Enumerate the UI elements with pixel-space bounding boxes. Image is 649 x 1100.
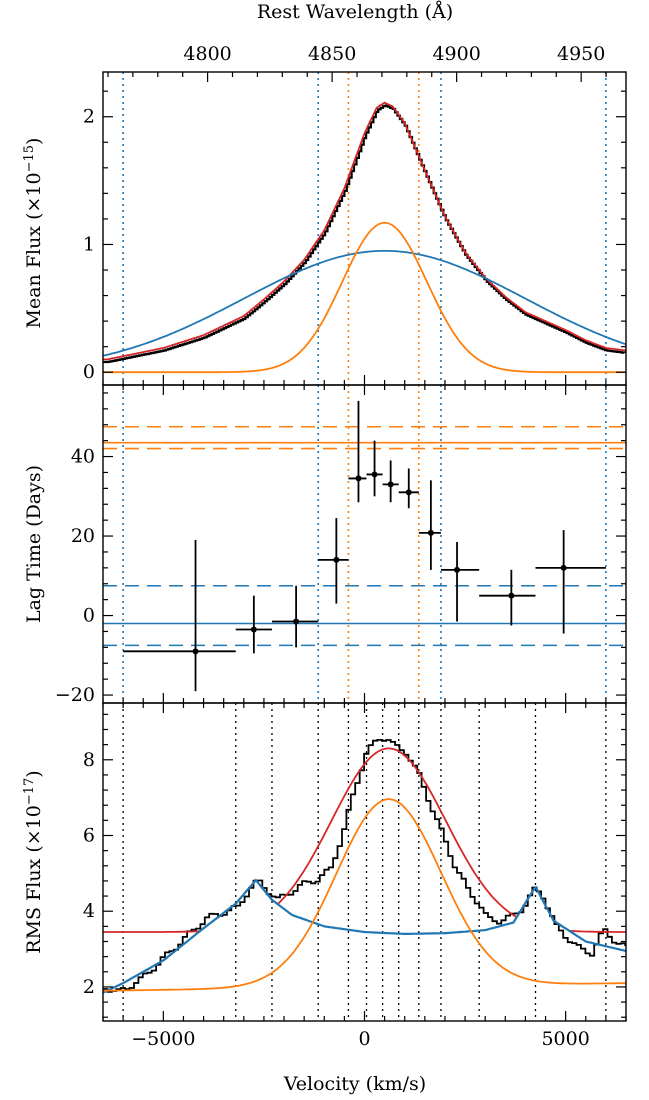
x-axis-title: Velocity (km/s) <box>283 1073 426 1095</box>
y-tick-label: 40 <box>71 446 95 468</box>
mean-flux-ylabel-main: Mean Flux (×10 <box>23 172 45 328</box>
lag-point <box>382 460 399 503</box>
y-tick-label: 0 <box>83 361 95 383</box>
mean-reference-lines <box>122 72 607 385</box>
top-axis-tick-label: 4850 <box>308 43 356 65</box>
x-tick-label: 5000 <box>541 1028 589 1050</box>
rms-flux-panel: 2 4 6 8 −5000 0 5000 <box>83 702 627 1050</box>
x-tick-label: 0 <box>358 1028 370 1050</box>
top-axis-title: Rest Wavelength (Å) <box>257 1 453 23</box>
lag-point <box>366 440 383 497</box>
lag-marker <box>192 648 199 655</box>
lag-marker <box>293 618 300 625</box>
lag-marker <box>250 626 257 633</box>
top-axis-tick-label: 4900 <box>432 43 480 65</box>
y-tick-label: 2 <box>83 976 95 998</box>
y-tick-label: 6 <box>83 825 95 847</box>
lag-marker <box>427 529 434 536</box>
mean-flux-y-axis-title: Mean Flux (×10−15) <box>22 138 45 329</box>
lag-frame <box>102 384 627 704</box>
lag-point <box>479 569 536 626</box>
broad-component-line <box>103 878 626 994</box>
mean-spectrum-data <box>103 104 626 364</box>
lag-marker <box>405 489 412 496</box>
rms-plot-area <box>103 739 626 994</box>
lag-point <box>318 518 349 604</box>
lag-point <box>418 480 441 570</box>
lag-plot-area <box>103 400 626 692</box>
y-tick-label: 1 <box>83 233 95 255</box>
lag-point <box>348 400 367 503</box>
lag-time-panel: −20 0 20 40 <box>55 384 627 706</box>
rms-frame <box>102 702 627 1022</box>
x-tick-label: −5000 <box>131 1028 195 1050</box>
total-fit-line <box>103 101 626 361</box>
y-tick-label: 20 <box>71 525 95 547</box>
total-fit-line <box>103 747 626 933</box>
lag-point <box>535 530 606 634</box>
narrow-component-line <box>103 798 626 992</box>
narrow-component-line <box>103 221 626 374</box>
lag-reference-lines <box>122 385 607 703</box>
y-tick-label: 0 <box>83 605 95 627</box>
lag-marker <box>387 481 394 488</box>
lag-time-y-axis-title: Lag Time (Days) <box>23 465 45 623</box>
rms-flux-ylabel-main: RMS Flux (×10 <box>23 805 45 954</box>
top-axis-tick-label: 4800 <box>183 43 231 65</box>
top-axis-tick-label: 4950 <box>557 43 605 65</box>
y-tick-label: 8 <box>83 749 95 771</box>
lag-point <box>235 595 272 654</box>
lag-marker <box>333 556 340 563</box>
mean-frame <box>102 71 627 386</box>
broad-component-line <box>103 250 626 357</box>
lag-point <box>271 585 319 648</box>
y-tick-label: 4 <box>83 900 95 922</box>
lag-marker <box>508 592 515 599</box>
rms-flux-ylabel-close: ) <box>23 770 45 777</box>
rms-flux-y-axis-title: RMS Flux (×10−17) <box>22 770 45 953</box>
lag-point <box>398 468 419 509</box>
lag-marker <box>560 564 567 571</box>
lag-point <box>123 540 236 692</box>
mean-flux-panel: 0 1 2 4800 4850 4900 4950 <box>83 43 627 386</box>
rms-flux-ylabel-exp: −17 <box>22 778 37 805</box>
lag-marker <box>371 471 378 478</box>
y-tick-label: −20 <box>55 684 95 706</box>
lag-marker <box>355 475 362 482</box>
mean-plot-area <box>103 101 626 374</box>
mean-flux-ylabel-close: ) <box>23 138 45 145</box>
y-tick-label: 2 <box>83 106 95 128</box>
rms-spectrum-data <box>103 739 626 993</box>
rms-reference-lines <box>122 703 607 1021</box>
lag-point <box>440 542 480 622</box>
mean-flux-ylabel-exp: −15 <box>22 145 37 172</box>
lag-marker <box>454 566 461 573</box>
